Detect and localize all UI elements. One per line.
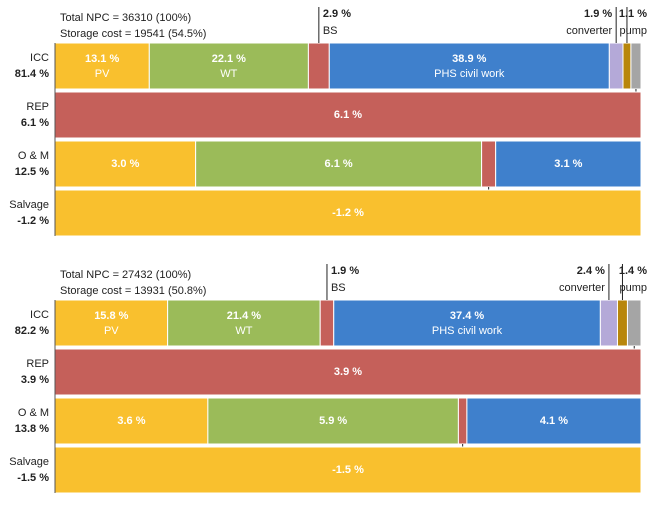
row-label: O & M — [18, 150, 49, 162]
bar-segment — [54, 446, 642, 494]
series-label: PHS civil work — [432, 325, 503, 337]
bar-segment — [630, 42, 642, 90]
row-total: -1.2 % — [17, 215, 49, 227]
series-label: PV — [95, 68, 110, 80]
value-label: 1.4 % — [619, 265, 647, 277]
value-label: 3.0 % — [111, 158, 139, 170]
bar-segment — [319, 299, 335, 347]
value-label: 5.9 % — [319, 415, 347, 427]
row-total: 3.9 % — [21, 374, 49, 386]
row-total: 6.1 % — [21, 117, 49, 129]
bar-segment — [54, 42, 150, 90]
row-total: 82.2 % — [15, 325, 49, 337]
bar-segment — [616, 299, 628, 347]
value-label: -1.5 % — [332, 464, 364, 476]
annotation: Storage cost = 19541 (54.5%) — [60, 28, 206, 40]
value-label: 21.4 % — [227, 310, 261, 322]
series-label: pump — [619, 282, 647, 294]
value-label: 2.4 % — [577, 265, 605, 277]
annotation: Total NPC = 27432 (100%) — [60, 269, 191, 281]
row-label: ICC — [30, 309, 49, 321]
series-label: pump — [619, 25, 647, 37]
bar-segment — [195, 140, 483, 188]
value-label: 3.6 % — [117, 415, 145, 427]
row-total: -1.5 % — [17, 472, 49, 484]
value-label: 1.1 % — [619, 8, 647, 20]
row-label: Salvage — [9, 456, 49, 468]
bar-segment — [626, 299, 642, 347]
bar-segment — [54, 348, 642, 396]
value-label: 6.1 % — [325, 158, 353, 170]
value-label: -1.2 % — [332, 207, 364, 219]
bar-segment — [495, 140, 642, 188]
bar-segment — [54, 140, 197, 188]
bar-segment — [466, 397, 642, 445]
value-label: 1.9 % — [331, 265, 359, 277]
row-label: REP — [26, 101, 49, 113]
value-label: 2.9 % — [323, 8, 351, 20]
series-label: converter — [566, 25, 612, 37]
row-total: 12.5 % — [15, 166, 49, 178]
row-label: ICC — [30, 52, 49, 64]
row-label: Salvage — [9, 199, 49, 211]
value-label: 15.8 % — [94, 310, 128, 322]
bar-segment — [457, 397, 468, 445]
value-label: 4.1 % — [540, 415, 568, 427]
series-label: BS — [323, 25, 338, 37]
annotation: Storage cost = 13931 (50.8%) — [60, 285, 206, 297]
bar-segment — [167, 299, 321, 347]
bar-segment — [207, 397, 459, 445]
series-label: PV — [104, 325, 119, 337]
value-label: 3.9 % — [334, 366, 362, 378]
series-label: WT — [235, 325, 252, 337]
series-label: PHS civil work — [434, 68, 505, 80]
row-total: 81.4 % — [15, 68, 49, 80]
bar-segment — [333, 299, 601, 347]
bar-segment — [148, 42, 309, 90]
series-label: converter — [559, 282, 605, 294]
bar-segment — [54, 397, 209, 445]
value-label: 3.1 % — [554, 158, 582, 170]
bar-segment — [599, 299, 618, 347]
row-label: O & M — [18, 407, 49, 419]
row-total: 13.8 % — [15, 423, 49, 435]
bar-segment — [622, 42, 632, 90]
row-label: REP — [26, 358, 49, 370]
value-label: 37.4 % — [450, 310, 484, 322]
value-label: 22.1 % — [212, 53, 246, 65]
bar-segment — [54, 91, 642, 139]
series-label: BS — [331, 282, 346, 294]
value-label: 13.1 % — [85, 53, 119, 65]
series-label: WT — [220, 68, 237, 80]
value-label: 1.9 % — [584, 8, 612, 20]
bar-segment — [328, 42, 610, 90]
bar-segment — [54, 299, 169, 347]
value-label: 6.1 % — [334, 109, 362, 121]
bar-segment — [481, 140, 497, 188]
bar-segment — [307, 42, 330, 90]
value-label: 38.9 % — [452, 53, 486, 65]
annotation: Total NPC = 36310 (100%) — [60, 12, 191, 24]
bar-segment — [608, 42, 624, 90]
